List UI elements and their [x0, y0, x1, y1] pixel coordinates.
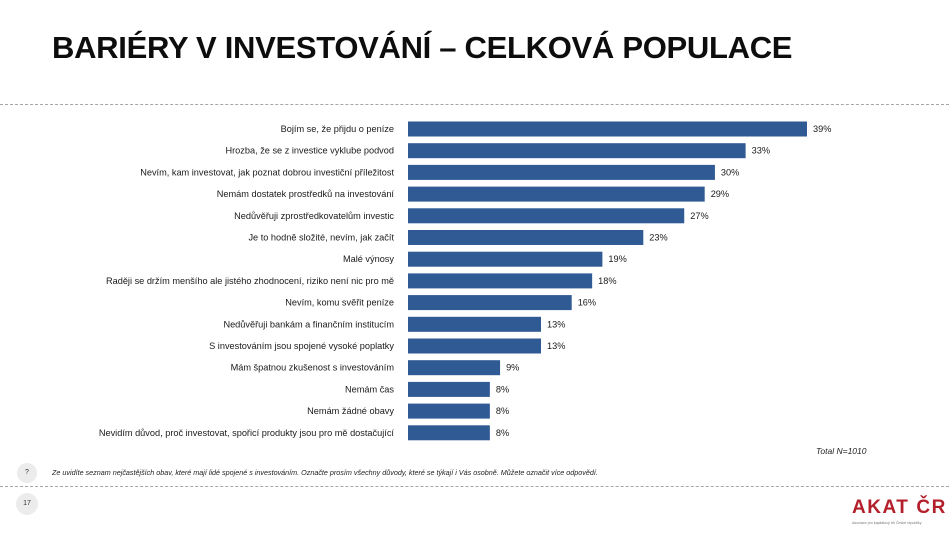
- category-label: Nevím, kam investovat, jak poznat dobrou…: [140, 167, 394, 177]
- category-label: Nemám dostatek prostředků na investování: [217, 189, 395, 199]
- bar: [408, 208, 685, 224]
- value-label: 13%: [547, 341, 565, 351]
- category-label: Nemám žádné obavy: [307, 406, 394, 416]
- value-label: 27%: [690, 211, 708, 221]
- category-label: Nevím, komu svěřit peníze: [285, 298, 394, 308]
- survey-question: Ze uvidíte seznam nejčastějších obav, kt…: [52, 468, 598, 477]
- logo-subtitle: Asociace pro kapitálový trh České republ…: [852, 521, 922, 525]
- bar: [408, 164, 715, 180]
- category-label: Nedůvěřuji bankám a finančním institucím: [223, 319, 394, 329]
- category-label: Raději se držím menšího ale jistého zhod…: [106, 276, 394, 286]
- value-label: 18%: [598, 276, 616, 286]
- value-label: 8%: [496, 428, 509, 438]
- top-divider: [0, 104, 949, 105]
- category-label: Nevidím důvod, proč investovat, spořicí …: [99, 428, 395, 438]
- value-label: 33%: [752, 146, 770, 156]
- bar: [408, 381, 490, 397]
- value-label: 39%: [813, 124, 831, 134]
- bar: [408, 230, 644, 245]
- value-label: 16%: [578, 298, 596, 308]
- category-label: Bojím se, že přijdu o peníze: [281, 124, 394, 134]
- category-label: Nemám čas: [345, 384, 394, 394]
- value-label: 13%: [547, 319, 565, 329]
- value-label: 19%: [608, 254, 626, 264]
- value-label: 9%: [506, 363, 519, 373]
- bar: [408, 186, 705, 202]
- bar: [408, 295, 572, 311]
- value-label: 8%: [496, 406, 509, 416]
- bar: [408, 338, 541, 354]
- bar: [408, 360, 501, 376]
- bar: [408, 121, 807, 137]
- bar: [408, 425, 490, 441]
- bar: [408, 251, 603, 267]
- akat-logo: AKAT ČR Asociace pro kapitálový trh Česk…: [852, 497, 945, 526]
- category-label: Malé výnosy: [343, 254, 394, 264]
- bar: [408, 273, 593, 289]
- page-number: 17: [16, 493, 38, 515]
- value-label: 30%: [721, 167, 739, 177]
- category-label: Nedůvěřuji zprostředkovatelům investic: [234, 211, 394, 221]
- category-label: S investováním jsou spojené vysoké popla…: [209, 341, 394, 351]
- bar: [408, 403, 490, 419]
- question-marker: ?: [17, 463, 37, 483]
- category-label: Hrozba, že se z investice vyklube podvod: [225, 146, 394, 156]
- value-label: 8%: [496, 384, 509, 394]
- logo-text-right: ČR: [916, 497, 947, 518]
- value-label: 29%: [711, 189, 729, 199]
- category-label: Mám špatnou zkušenost s investováním: [231, 363, 395, 373]
- logo-text-left: AKAT: [852, 497, 910, 518]
- bottom-divider: [0, 486, 949, 487]
- bar: [408, 143, 746, 159]
- total-sample-note: Total N=1010: [816, 446, 867, 456]
- value-label: 23%: [649, 233, 667, 243]
- category-label: Je to hodně složité, nevím, jak začít: [248, 233, 394, 243]
- slide-title: BARIÉRY V INVESTOVÁNÍ – CELKOVÁ POPULACE: [52, 30, 793, 65]
- bar: [408, 316, 541, 332]
